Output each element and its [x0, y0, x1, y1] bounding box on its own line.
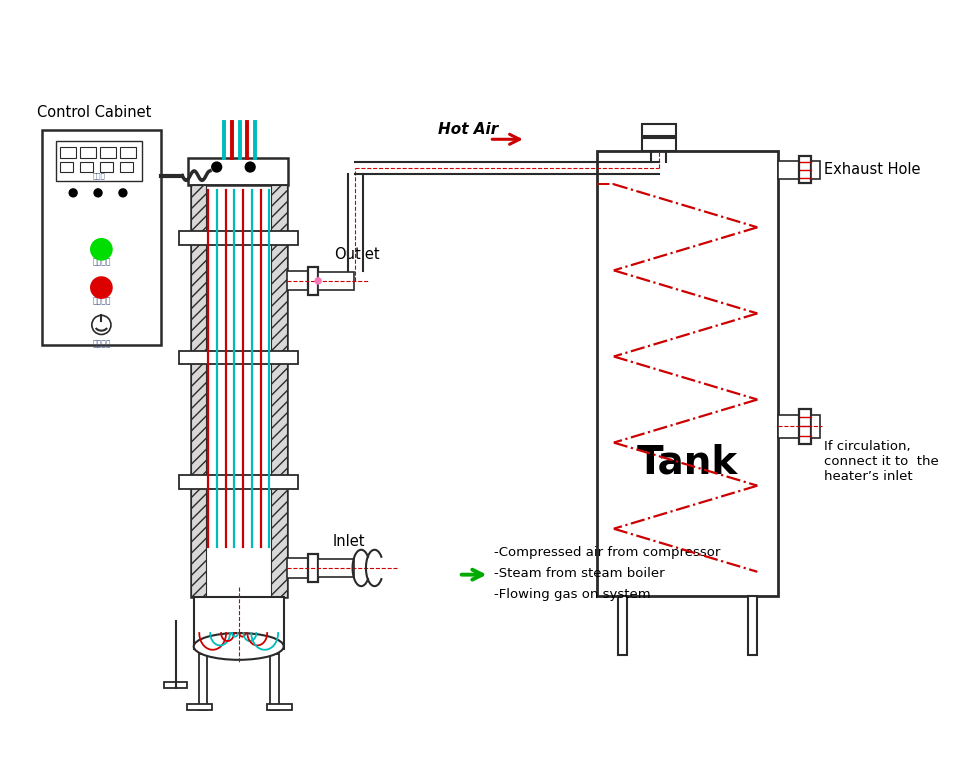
- Bar: [811, 415, 820, 438]
- Bar: [641, 139, 676, 151]
- Bar: [308, 554, 318, 583]
- Circle shape: [92, 315, 111, 334]
- Bar: [187, 704, 212, 710]
- Text: Outlet: Outlet: [335, 247, 380, 262]
- Circle shape: [212, 162, 222, 172]
- Bar: [597, 151, 778, 596]
- Bar: [194, 597, 284, 649]
- Bar: [164, 682, 187, 688]
- Text: Tank: Tank: [637, 443, 738, 481]
- Bar: [268, 704, 293, 710]
- Text: Control Cabinet: Control Cabinet: [36, 105, 151, 120]
- Bar: [778, 415, 801, 438]
- Text: Hot Air: Hot Air: [438, 122, 498, 137]
- Bar: [748, 596, 757, 655]
- Bar: [180, 475, 298, 488]
- Bar: [318, 273, 355, 290]
- Circle shape: [70, 189, 77, 196]
- Text: Inlet: Inlet: [333, 534, 365, 549]
- Text: -Compressed air from compressor: -Compressed air from compressor: [494, 546, 721, 559]
- Bar: [287, 271, 310, 291]
- Bar: [272, 185, 287, 597]
- Bar: [641, 124, 676, 136]
- Bar: [80, 162, 94, 172]
- Text: 电源指示: 电源指示: [92, 258, 111, 266]
- Bar: [100, 147, 117, 158]
- Bar: [60, 162, 74, 172]
- Circle shape: [91, 239, 112, 260]
- Bar: [287, 559, 310, 577]
- Text: -Flowing gas on system: -Flowing gas on system: [494, 588, 651, 601]
- Bar: [799, 409, 811, 443]
- Bar: [188, 158, 289, 185]
- Bar: [180, 231, 298, 245]
- Bar: [60, 147, 76, 158]
- Text: If circulation,
connect it to  the
heater’s inlet: If circulation, connect it to the heater…: [824, 439, 939, 483]
- Bar: [80, 147, 97, 158]
- Bar: [191, 185, 287, 597]
- Circle shape: [95, 189, 102, 196]
- Text: 调节入: 调节入: [93, 173, 105, 179]
- Text: Exhaust Hole: Exhaust Hole: [824, 162, 921, 178]
- Circle shape: [315, 278, 321, 284]
- Bar: [180, 351, 298, 364]
- Circle shape: [91, 277, 112, 298]
- Bar: [799, 157, 811, 183]
- Bar: [271, 654, 279, 710]
- Bar: [41, 130, 162, 345]
- Bar: [308, 266, 318, 295]
- Bar: [811, 161, 820, 178]
- Bar: [191, 185, 206, 597]
- Bar: [199, 654, 207, 710]
- Bar: [120, 147, 137, 158]
- Bar: [778, 161, 801, 178]
- Bar: [348, 162, 363, 174]
- Bar: [120, 162, 134, 172]
- Circle shape: [120, 189, 127, 196]
- Text: -Steam from steam boiler: -Steam from steam boiler: [494, 567, 664, 580]
- Ellipse shape: [194, 633, 284, 660]
- Text: 超温报警: 超温报警: [92, 296, 111, 305]
- Bar: [318, 559, 355, 576]
- Bar: [100, 162, 114, 172]
- Bar: [56, 141, 142, 182]
- Text: 加热开关: 加热开关: [92, 339, 111, 348]
- Bar: [618, 596, 627, 655]
- Circle shape: [246, 162, 255, 172]
